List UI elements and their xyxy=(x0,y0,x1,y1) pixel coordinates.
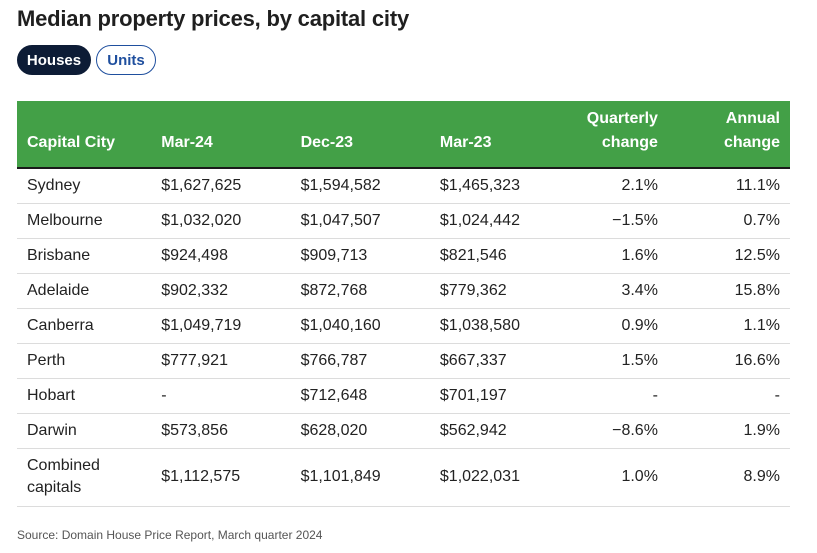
cell-quarterly: 3.4% xyxy=(531,273,668,309)
cell-mar23: $779,362 xyxy=(429,273,532,309)
header-annual-line1: Annual xyxy=(725,110,780,127)
combined-line2: capitals xyxy=(27,479,82,496)
cell-annual: 0.7% xyxy=(667,203,790,239)
cell-mar24: $573,856 xyxy=(151,413,291,449)
cell-mar23: $821,546 xyxy=(429,238,532,274)
cell-quarterly: 2.1% xyxy=(531,168,668,204)
cell-city: Sydney xyxy=(17,168,152,204)
cell-annual: 1.1% xyxy=(667,308,790,344)
cell-dec23: $1,047,507 xyxy=(290,203,430,239)
cell-city: Brisbane xyxy=(17,238,152,274)
cell-quarterly: 1.0% xyxy=(531,448,668,507)
cell-mar24: $777,921 xyxy=(151,343,291,379)
header-capital-city: Capital City xyxy=(17,101,152,169)
cell-mar24: $1,627,625 xyxy=(151,168,291,204)
cell-mar24: $1,049,719 xyxy=(151,308,291,344)
units-toggle-button[interactable]: Units xyxy=(96,45,156,75)
cell-annual: - xyxy=(667,378,790,414)
page-title: Median property prices, by capital city xyxy=(17,6,409,31)
header-quarterly-line2: change xyxy=(601,134,658,151)
cell-quarterly: −1.5% xyxy=(531,203,668,239)
cell-city: Canberra xyxy=(17,308,152,344)
source-note: Source: Domain House Price Report, March… xyxy=(17,528,323,542)
cell-city: Darwin xyxy=(17,413,152,449)
header-annual-change: Annual change xyxy=(667,101,790,169)
cell-annual: 8.9% xyxy=(667,448,790,507)
cell-annual: 1.9% xyxy=(667,413,790,449)
cell-dec23: $909,713 xyxy=(290,238,430,274)
cell-dec23: $766,787 xyxy=(290,343,430,379)
table-row: Canberra $1,049,719 $1,040,160 $1,038,58… xyxy=(17,308,790,344)
table-row: Brisbane $924,498 $909,713 $821,546 1.6%… xyxy=(17,238,790,274)
header-quarterly-line1: Quarterly xyxy=(586,110,658,127)
cell-dec23: $628,020 xyxy=(290,413,430,449)
cell-city: Hobart xyxy=(17,378,152,414)
table-row: Hobart - $712,648 $701,197 - - xyxy=(17,378,790,414)
table-row-combined: Combined capitals $1,112,575 $1,101,849 … xyxy=(17,448,790,507)
cell-mar24: $1,032,020 xyxy=(151,203,291,239)
cell-mar24: $902,332 xyxy=(151,273,291,309)
cell-city: Adelaide xyxy=(17,273,152,309)
cell-mar23: $701,197 xyxy=(429,378,532,414)
combined-line1: Combined xyxy=(27,457,100,474)
cell-mar23: $1,038,580 xyxy=(429,308,532,344)
cell-quarterly: −8.6% xyxy=(531,413,668,449)
property-type-toggle: Houses Units xyxy=(17,45,156,75)
cell-quarterly: 1.6% xyxy=(531,238,668,274)
cell-city: Perth xyxy=(17,343,152,379)
cell-mar24: $924,498 xyxy=(151,238,291,274)
header-quarterly-change: Quarterly change xyxy=(531,101,668,169)
cell-mar24: $1,112,575 xyxy=(151,448,291,507)
cell-mar23: $1,024,442 xyxy=(429,203,532,239)
header-mar-24: Mar-24 xyxy=(151,101,291,169)
cell-mar23: $667,337 xyxy=(429,343,532,379)
cell-mar23: $1,465,323 xyxy=(429,168,532,204)
cell-quarterly: 1.5% xyxy=(531,343,668,379)
table-row: Melbourne $1,032,020 $1,047,507 $1,024,4… xyxy=(17,203,790,239)
cell-city: Combined capitals xyxy=(17,448,152,507)
table-row: Perth $777,921 $766,787 $667,337 1.5% 16… xyxy=(17,343,790,379)
cell-annual: 16.6% xyxy=(667,343,790,379)
header-mar-23: Mar-23 xyxy=(429,101,532,169)
cell-dec23: $1,101,849 xyxy=(290,448,430,507)
header-annual-line2: change xyxy=(723,134,780,151)
table-row: Adelaide $902,332 $872,768 $779,362 3.4%… xyxy=(17,273,790,309)
cell-annual: 11.1% xyxy=(667,168,790,204)
cell-city: Melbourne xyxy=(17,203,152,239)
houses-toggle-button[interactable]: Houses xyxy=(17,45,91,75)
cell-dec23: $872,768 xyxy=(290,273,430,309)
header-dec-23: Dec-23 xyxy=(290,101,430,169)
cell-dec23: $1,040,160 xyxy=(290,308,430,344)
cell-annual: 15.8% xyxy=(667,273,790,309)
table-row: Sydney $1,627,625 $1,594,582 $1,465,323 … xyxy=(17,168,790,204)
cell-mar23: $562,942 xyxy=(429,413,532,449)
cell-dec23: $1,594,582 xyxy=(290,168,430,204)
table-row: Darwin $573,856 $628,020 $562,942 −8.6% … xyxy=(17,413,790,449)
property-prices-table: Capital City Mar-24 Dec-23 Mar-23 Quarte… xyxy=(17,101,790,507)
cell-annual: 12.5% xyxy=(667,238,790,274)
cell-mar23: $1,022,031 xyxy=(429,448,532,507)
cell-mar24: - xyxy=(151,378,291,414)
table-header-row: Capital City Mar-24 Dec-23 Mar-23 Quarte… xyxy=(17,101,790,169)
cell-quarterly: 0.9% xyxy=(531,308,668,344)
cell-quarterly: - xyxy=(531,378,668,414)
cell-dec23: $712,648 xyxy=(290,378,430,414)
